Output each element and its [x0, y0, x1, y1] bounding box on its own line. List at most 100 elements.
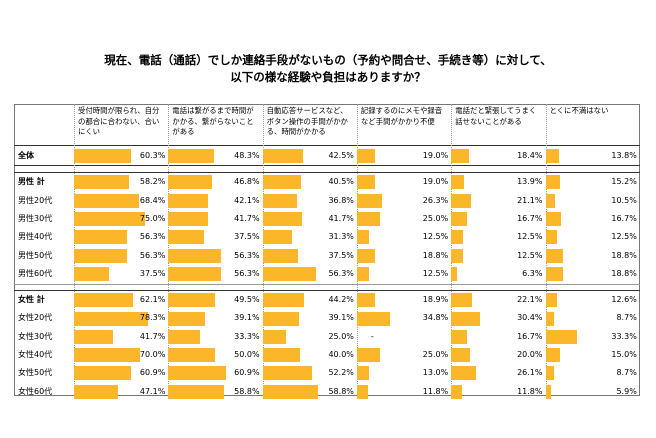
data-label: 5.9%	[616, 386, 637, 396]
column-header: 自動応答サービスなど、ボタン操作の手間がかかる、時間がかかる	[266, 106, 348, 136]
data-cell: 8.7%	[545, 364, 640, 382]
data-label: 22.1%	[517, 295, 543, 305]
data-cell: 39.1%	[262, 309, 357, 327]
row-label: 男性50代	[18, 250, 53, 260]
row-label: 男性20代	[18, 195, 53, 205]
data-cell: 39.1%	[168, 309, 262, 327]
data-label: 78.3%	[139, 313, 166, 323]
data-cell: 15.2%	[545, 173, 640, 191]
data-bar	[545, 348, 560, 363]
male-section-end	[14, 284, 640, 286]
data-cell: 56.3%	[168, 265, 262, 283]
data-cell: 36.8%	[262, 192, 357, 210]
data-label: 13.0%	[422, 368, 449, 378]
data-bar	[74, 384, 119, 399]
data-cell: 46.8%	[168, 173, 262, 191]
data-bar	[168, 348, 216, 363]
data-cell: 13.9%	[451, 173, 545, 191]
data-cell: 70.0%	[74, 346, 168, 364]
data-cell: 40.5%	[262, 173, 357, 191]
data-label: 68.4%	[139, 195, 166, 205]
data-bar	[356, 230, 369, 245]
data-bar	[356, 248, 375, 263]
data-label: 36.8%	[328, 195, 354, 205]
data-label: 18.8%	[611, 250, 637, 260]
data-label: 33.3%	[611, 331, 637, 341]
row-label: 女性40代	[18, 350, 53, 359]
data-cell: 11.8%	[356, 383, 451, 401]
data-cell: 12.5%	[356, 228, 451, 246]
data-cell: 12.5%	[451, 247, 545, 265]
data-cell: 18.8%	[545, 265, 640, 283]
data-label: 34.8%	[422, 313, 449, 323]
data-bar	[168, 366, 226, 381]
data-cell: 22.1%	[451, 291, 545, 309]
data-label: 48.3%	[234, 151, 260, 160]
data-label: 41.7%	[328, 213, 354, 223]
data-cell: 26.3%	[356, 192, 451, 210]
data-cell: 37.5%	[262, 247, 357, 265]
data-label: 6.3%	[522, 268, 543, 278]
data-bar	[74, 230, 128, 245]
data-cell: 5.9%	[545, 383, 640, 401]
data-label: 60.9%	[139, 368, 166, 378]
row-label: 男性30代	[18, 213, 53, 223]
data-bar	[262, 248, 298, 263]
data-cell: 58.8%	[168, 383, 262, 401]
data-cell: 56.3%	[262, 265, 357, 283]
data-cell: 6.3%	[451, 265, 545, 283]
data-label: 50.0%	[234, 350, 260, 359]
data-bar	[545, 175, 560, 190]
data-bar	[451, 175, 465, 190]
data-cell: 49.5%	[168, 291, 262, 309]
data-cell: 8.7%	[545, 309, 640, 327]
data-bar	[262, 348, 301, 363]
data-cell: 19.0%	[356, 173, 451, 191]
data-label: 20.0%	[517, 350, 543, 359]
data-label: 18.8%	[422, 250, 449, 260]
data-cell: 42.5%	[262, 147, 357, 165]
data-bar	[262, 311, 300, 326]
data-label: 56.3%	[139, 250, 166, 260]
data-cell: 78.3%	[74, 309, 168, 327]
data-label: 60.3%	[139, 151, 166, 160]
data-bar	[74, 293, 133, 308]
data-cell: 40.0%	[262, 346, 357, 364]
column-header: とくに不満はない	[549, 106, 609, 115]
data-cell: 12.5%	[545, 228, 640, 246]
row-label: 女性30代	[18, 331, 53, 341]
data-bar	[356, 212, 381, 227]
data-bar	[545, 329, 577, 344]
data-label: 11.8%	[517, 386, 543, 396]
data-label: 33.3%	[234, 331, 260, 341]
data-cell: 16.7%	[451, 328, 545, 346]
row-label: 男性40代	[18, 232, 53, 242]
data-cell: 47.1%	[74, 383, 168, 401]
data-cell: 68.4%	[74, 192, 168, 210]
total-divider	[14, 165, 640, 167]
data-bar	[545, 212, 562, 227]
data-bar	[451, 329, 467, 344]
data-bar	[451, 384, 463, 399]
data-cell: 37.5%	[168, 228, 262, 246]
data-bar	[168, 149, 214, 164]
data-label: 13.9%	[517, 177, 543, 187]
data-bar	[356, 366, 370, 381]
data-bar	[545, 293, 558, 308]
data-cell: 16.7%	[545, 210, 640, 228]
data-cell: 30.4%	[451, 309, 545, 327]
data-label: 25.0%	[422, 350, 449, 359]
data-label: 56.3%	[139, 232, 166, 242]
data-label: 56.3%	[234, 268, 260, 278]
column-header: 受付時間が限られ、自分の都合に合わない、合いにくい	[78, 106, 160, 136]
data-label: 40.0%	[328, 350, 354, 359]
data-cell: 25.0%	[356, 210, 451, 228]
data-bar	[451, 230, 463, 245]
data-label: 19.0%	[422, 151, 449, 160]
data-cell: 13.8%	[545, 147, 640, 165]
data-label: 11.8%	[422, 386, 449, 396]
data-label: 15.2%	[611, 177, 637, 187]
data-cell: 18.8%	[545, 247, 640, 265]
data-label: 21.1%	[517, 195, 543, 205]
data-bar	[356, 175, 375, 190]
